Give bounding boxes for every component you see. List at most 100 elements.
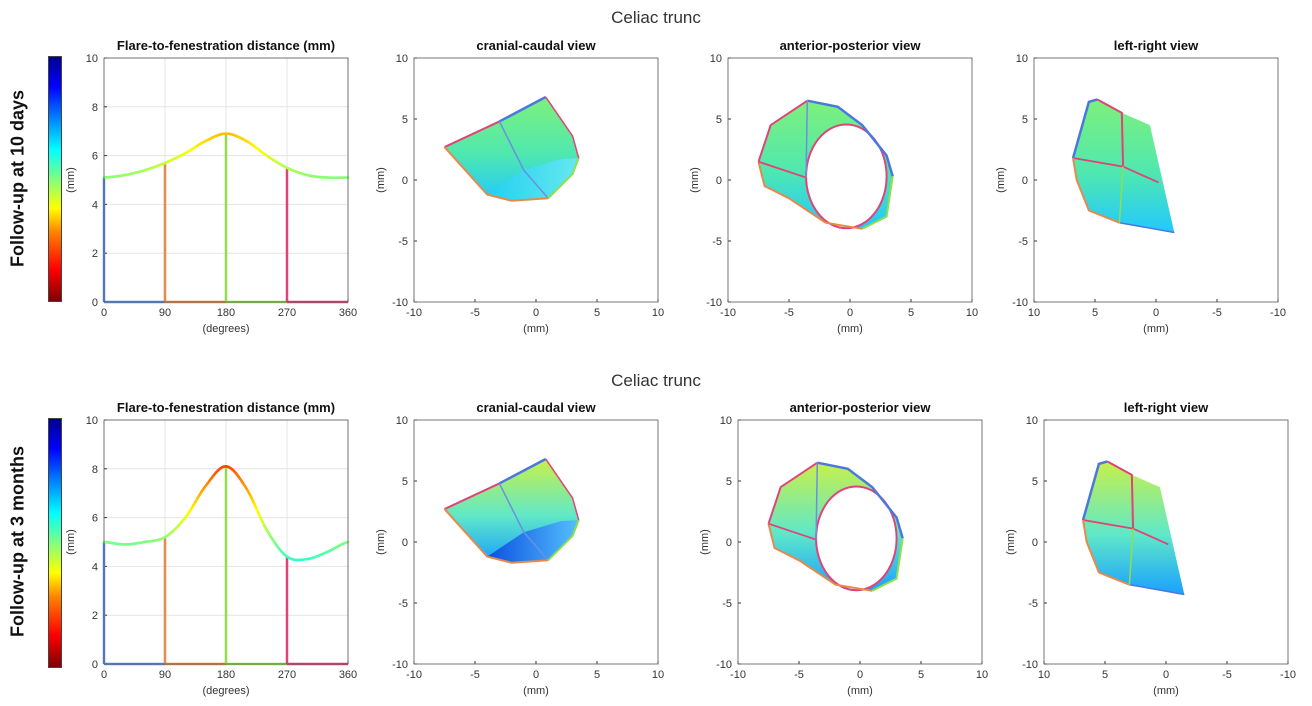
edge-right	[547, 157, 580, 200]
data-point	[224, 465, 228, 468]
y-tick-label: 5	[726, 476, 732, 488]
edge-bottom-left	[1072, 157, 1120, 224]
x-tick-label: 0	[1163, 669, 1169, 681]
data-point	[285, 166, 289, 169]
edge-right	[547, 519, 580, 562]
edge-bottom-left	[1082, 519, 1130, 586]
edge-seam	[498, 121, 549, 199]
x-tick-label: 0	[101, 669, 107, 681]
plot-frame	[413, 57, 659, 303]
y-tick-label: 2	[92, 248, 98, 260]
data-point	[245, 139, 248, 143]
x-tick-label: 0	[533, 669, 539, 681]
data-point	[204, 484, 207, 488]
chart-panel-left-right-row1: left-right view 10 5 0 -5 -10 -10 -5 0 5 10 (mm) (mm…	[995, 38, 1286, 335]
x-tick-label: -10	[1270, 307, 1286, 319]
x-tick-label: 90	[159, 669, 171, 681]
y-tick-label: -10	[1022, 659, 1038, 671]
y-tick-label: 10	[710, 53, 722, 65]
chart-panel-anterior-posterior-row2: anterior-posterior view -10 -5 0 5 10 -10 -5 0 5 1…	[699, 400, 988, 697]
data-point	[143, 169, 146, 172]
y-axis-label: (mm)	[375, 167, 387, 193]
plot-frame	[413, 419, 659, 665]
edge-seam-top	[805, 100, 809, 178]
y-tick-label: 10	[1026, 415, 1038, 427]
y-tick-label: 8	[92, 464, 98, 476]
chart-title: Flare-to-fenestration distance (mm)	[117, 38, 335, 53]
edge-top-right	[807, 99, 894, 177]
x-tick-label: 0	[1153, 307, 1159, 319]
x-axis-label: (mm)	[523, 685, 549, 697]
x-tick-label: 0	[533, 307, 539, 319]
edge-left-top	[757, 99, 808, 163]
y-tick-label: 4	[92, 561, 98, 573]
edge-right	[871, 538, 904, 592]
x-tick-label: -5	[1212, 307, 1222, 319]
y-tick-label: 0	[726, 537, 732, 549]
chart-title: anterior-posterior view	[780, 38, 922, 53]
x-tick-label: 0	[847, 307, 853, 319]
y-tick-label: 0	[92, 659, 98, 671]
data-point	[326, 550, 329, 553]
y-tick-label: 10	[1016, 53, 1028, 65]
super-title-row-1: Celiac trunc	[611, 8, 701, 27]
data-point	[265, 154, 268, 157]
edge-seam	[498, 483, 549, 561]
data-point	[123, 543, 126, 546]
edge-top-right	[498, 457, 547, 485]
chart-title: cranial-caudal view	[476, 400, 596, 415]
edge-top-right	[817, 461, 904, 539]
x-tick-label: -10	[406, 669, 422, 681]
x-tick-label: 10	[1038, 669, 1050, 681]
super-title-row-2: Celiac trunc	[611, 371, 701, 390]
edge-seam-top	[815, 462, 819, 540]
edge-bottom	[443, 508, 549, 564]
data-point	[245, 487, 248, 490]
y-tick-label: 0	[1022, 175, 1028, 187]
y-axis-label: (mm)	[1005, 529, 1017, 555]
y-tick-label: 10	[396, 53, 408, 65]
edge-right	[861, 176, 894, 230]
chart-panel-cranial-caudal-row1: cranial-caudal view -10 -5 0 5 10 -10 -5 0 5 10 (mm…	[375, 38, 664, 335]
x-tick-label: 5	[918, 669, 924, 681]
plot-frame	[1043, 419, 1289, 665]
edge-top-left	[444, 482, 500, 510]
x-tick-label: 5	[908, 307, 914, 319]
x-tick-label: 5	[1102, 669, 1108, 681]
x-tick-label: 0	[857, 669, 863, 681]
x-axis-label: (mm)	[1153, 685, 1179, 697]
colorbar-row-1	[48, 56, 62, 302]
x-tick-label: 10	[652, 669, 664, 681]
y-tick-label: 0	[402, 175, 408, 187]
x-tick-label: -5	[794, 669, 804, 681]
x-tick-label: -5	[784, 307, 794, 319]
edge-seam-vertical	[1096, 98, 1125, 167]
x-tick-label: 10	[966, 307, 978, 319]
edge-top-right	[498, 95, 547, 123]
chart-title: left-right view	[1114, 38, 1199, 53]
y-tick-label: -5	[712, 236, 722, 248]
plot-frame	[103, 57, 349, 303]
x-tick-label: 360	[339, 669, 357, 681]
x-axis-label: (mm)	[847, 685, 873, 697]
x-tick-label: 10	[1028, 307, 1040, 319]
x-tick-label: 360	[339, 307, 357, 319]
y-tick-label: 5	[402, 476, 408, 488]
y-tick-label: 5	[402, 114, 408, 126]
data-point	[326, 176, 329, 179]
y-axis-label: (mm)	[699, 529, 711, 555]
y-tick-label: 0	[92, 297, 98, 309]
colorbar-row-2	[48, 418, 62, 668]
chart-title: cranial-caudal view	[476, 38, 596, 53]
y-tick-label: 0	[402, 537, 408, 549]
x-tick-label: -5	[1222, 669, 1232, 681]
x-axis-label: (mm)	[1143, 323, 1169, 335]
x-tick-label: 180	[217, 669, 235, 681]
x-axis-label: (mm)	[837, 323, 863, 335]
data-point	[306, 173, 309, 177]
chart-title: Flare-to-fenestration distance (mm)	[117, 400, 335, 415]
data-point	[285, 555, 289, 558]
plot-frame	[103, 419, 349, 665]
row-label-1: Follow-up at 10 days	[7, 89, 28, 268]
data-point	[265, 528, 268, 531]
